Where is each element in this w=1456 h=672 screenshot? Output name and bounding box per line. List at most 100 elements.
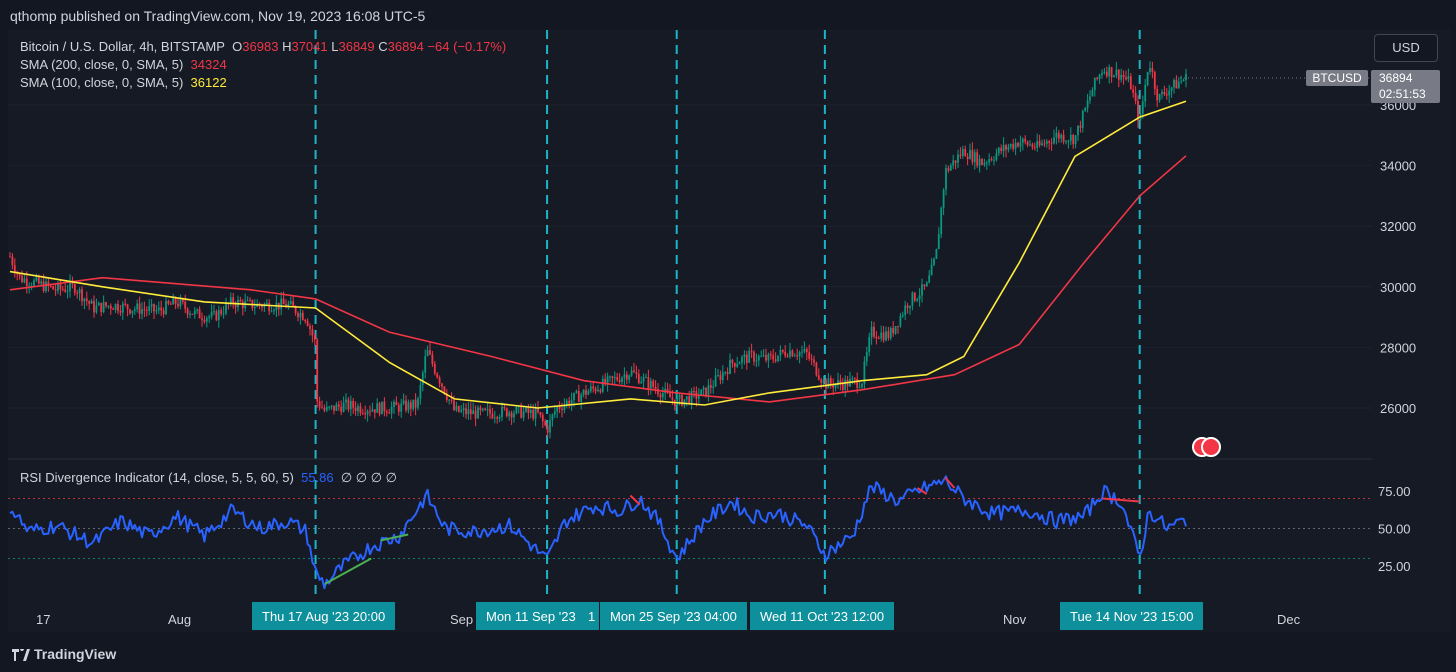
candle-body <box>515 406 518 414</box>
candle-body <box>647 377 650 389</box>
legend-sma200-row[interactable]: SMA (200, close, 0, SMA, 5) 34324 <box>20 57 227 72</box>
candle-body <box>1122 74 1125 78</box>
candle-body <box>945 168 947 190</box>
legend-symbol-row[interactable]: Bitcoin / U.S. Dollar, 4h, BITSTAMP O369… <box>20 39 506 54</box>
candle-body <box>143 309 146 311</box>
candle-body <box>609 376 611 378</box>
x-highlight-nov14: Tue 14 Nov '23 15:00 <box>1060 602 1204 630</box>
candle-body <box>42 281 45 292</box>
candle-body <box>1115 69 1118 76</box>
candle-body <box>599 389 602 392</box>
candle-body <box>325 406 328 411</box>
candle-body <box>270 311 273 313</box>
candle-body <box>107 305 110 307</box>
candle-body <box>587 391 590 395</box>
us-flag-icon[interactable] <box>1201 437 1221 457</box>
candle-body <box>71 281 74 285</box>
candle-body <box>141 309 143 314</box>
candle-body <box>297 313 299 318</box>
candle-body <box>205 317 208 322</box>
candle-body <box>601 378 604 392</box>
candle-body <box>390 406 393 414</box>
candle-body <box>474 410 477 419</box>
candle-body <box>323 407 326 411</box>
x-highlight-sep25: Mon 25 Sep '23 04:00 <box>600 602 747 630</box>
candle-body <box>532 409 535 419</box>
candle-body <box>817 375 820 380</box>
candle-body <box>1069 134 1072 141</box>
candle-body <box>1168 90 1171 96</box>
candle-body <box>381 401 383 415</box>
candle-body <box>935 249 938 259</box>
candle-body <box>76 292 79 294</box>
candle-body <box>712 386 715 388</box>
candle-body <box>736 364 739 367</box>
candle-body <box>505 408 508 417</box>
candle-body <box>424 356 427 373</box>
divergence-bearish <box>1102 497 1140 503</box>
candle-body <box>899 315 902 327</box>
candle-body <box>35 277 38 281</box>
candle-body <box>1057 132 1060 139</box>
candle-body <box>95 305 98 313</box>
legend-rsi-row[interactable]: RSI Divergence Indicator (14, close, 5, … <box>20 470 397 486</box>
candle-body <box>803 348 806 352</box>
candle-body <box>299 312 302 318</box>
candle-body <box>613 377 616 379</box>
candle-body <box>301 312 304 321</box>
x-highlight-sep11: Mon 11 Sep '23 <box>476 602 586 630</box>
candle-body <box>1185 73 1187 81</box>
candle-body <box>126 304 129 310</box>
candle-body <box>858 387 861 389</box>
candle-body <box>918 295 921 300</box>
candle-body <box>1014 142 1017 149</box>
candle-body <box>949 165 952 171</box>
candle-body <box>306 320 309 326</box>
candle-body <box>877 338 880 340</box>
candle-body <box>1127 76 1130 80</box>
last-price-tag: 36894 02:51:53 <box>1371 70 1440 103</box>
candle-body <box>901 314 904 316</box>
candle-body <box>964 149 967 157</box>
candle-body <box>196 309 199 311</box>
rsi-line <box>9 475 1187 590</box>
candle-body <box>498 417 501 419</box>
candle-body <box>1117 69 1120 80</box>
candle-body <box>887 331 890 339</box>
candle-body <box>721 372 724 380</box>
candle-body <box>1093 77 1096 91</box>
candle-body <box>448 399 451 401</box>
candle-body <box>213 311 215 313</box>
candle-body <box>925 282 928 287</box>
candle-body <box>460 410 463 412</box>
candle-body <box>1002 145 1005 152</box>
candle-body <box>445 393 448 400</box>
candle-body <box>321 407 323 409</box>
candle-body <box>940 207 943 235</box>
chart-panel[interactable] <box>8 29 1450 632</box>
candle-body <box>561 408 563 411</box>
currency-button[interactable]: USD <box>1374 34 1438 62</box>
open-value: 36983 <box>242 39 279 54</box>
tradingview-logo[interactable]: TradingView <box>12 646 116 662</box>
candle-body <box>1050 142 1053 144</box>
divergence-bearish <box>944 476 956 489</box>
candle-body <box>930 264 933 276</box>
candle-body <box>121 303 124 313</box>
candle-body <box>1019 142 1022 147</box>
candle-body <box>78 289 81 294</box>
candle-body <box>856 378 859 388</box>
legend-sma100-row[interactable]: SMA (100, close, 0, SMA, 5) 36122 <box>20 75 227 90</box>
candle-body <box>232 297 235 305</box>
candle-body <box>892 327 895 334</box>
candle-body <box>220 310 223 314</box>
candle-body <box>1165 94 1168 96</box>
candle-body <box>273 310 275 312</box>
candle-body <box>1161 91 1163 95</box>
candle-body <box>1053 137 1055 144</box>
candle-body <box>997 147 1000 154</box>
candle-body <box>1024 138 1027 142</box>
candle-body <box>789 350 791 357</box>
candle-body <box>208 316 211 318</box>
